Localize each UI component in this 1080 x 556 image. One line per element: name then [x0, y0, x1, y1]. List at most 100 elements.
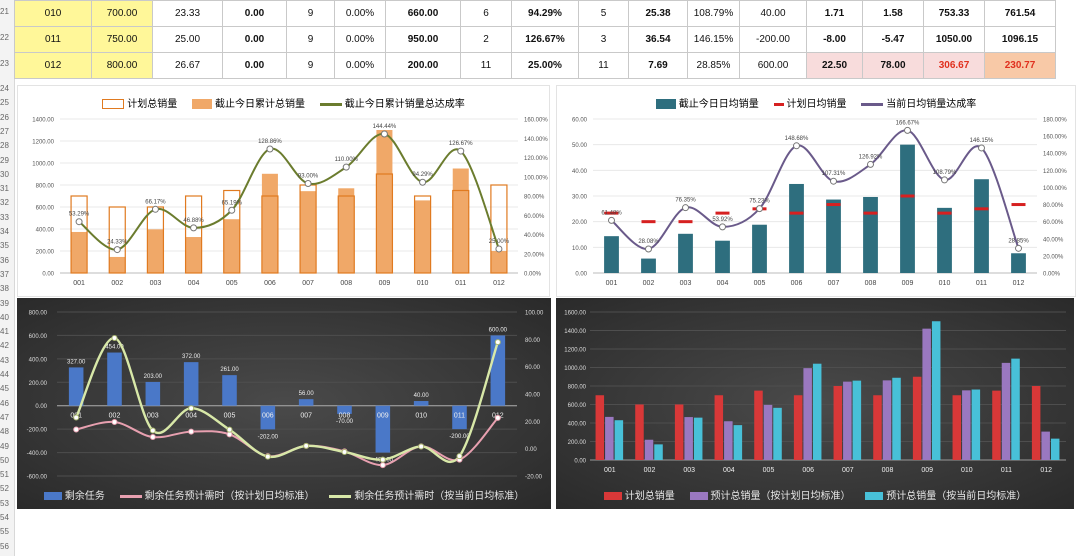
table-cell[interactable]: 011 [14, 26, 92, 53]
bar-projected-current [931, 321, 941, 460]
bar-projected-current [733, 425, 743, 460]
table-cell[interactable]: 40.00 [739, 0, 807, 27]
table-cell[interactable]: 010 [14, 0, 92, 27]
table-cell[interactable]: 6 [460, 0, 512, 27]
bar-daily-average [974, 179, 989, 273]
chart2-legend: 截止今日日均销量 计划日均销量 当前日均销量达成率 [557, 95, 1075, 110]
table-cell[interactable]: 1.71 [806, 0, 863, 27]
bar-label: -70.00 [336, 419, 354, 425]
x-tick-label: 002 [644, 467, 656, 474]
bar-label: 600.00 [489, 327, 508, 333]
table-cell[interactable]: 230.77 [984, 52, 1056, 79]
bar-daily-average [863, 196, 878, 273]
rate-label: 148.68% [785, 136, 809, 142]
table-cell[interactable]: 0.00% [334, 0, 386, 27]
table-cell[interactable]: -8.00 [806, 26, 863, 53]
table-cell[interactable]: 146.15% [687, 26, 740, 53]
bar-label: 261.00 [220, 367, 239, 373]
table-cell[interactable]: 306.67 [923, 52, 985, 79]
bar-label: 327.00 [67, 359, 86, 365]
table-cell[interactable]: 800.00 [91, 52, 153, 79]
x-tick-label: 009 [902, 280, 914, 287]
table-cell[interactable]: 26.67 [152, 52, 223, 79]
rate-point [380, 130, 388, 138]
table-cell[interactable]: 1.58 [862, 0, 924, 27]
table-cell[interactable]: 0.00% [334, 52, 386, 79]
marker-plan-daily [900, 194, 915, 198]
bar-cumulative [300, 191, 317, 273]
table-cell[interactable]: 0.00 [222, 0, 287, 27]
bar-daily-average [715, 240, 730, 273]
table-cell[interactable]: 0.00 [222, 26, 287, 53]
table-cell[interactable]: 23.33 [152, 0, 223, 27]
table-cell[interactable]: 28.85% [687, 52, 740, 79]
y2-tick-label: 0.00% [1043, 272, 1061, 278]
y2-tick-label: 80.00% [524, 195, 545, 201]
table-cell[interactable]: 25.00% [511, 52, 579, 79]
table-cell[interactable]: 9 [286, 0, 335, 27]
y-tick-label: -600.00 [27, 475, 48, 481]
table-cell[interactable]: 600.00 [739, 52, 807, 79]
table-cell[interactable]: 950.00 [385, 26, 461, 53]
bar-plan-total [873, 395, 882, 460]
table-cell[interactable]: 0.00 [222, 52, 287, 79]
x-tick-label: 007 [828, 280, 840, 287]
table-cell[interactable]: 3 [578, 26, 629, 53]
table-cell[interactable]: 11 [460, 52, 512, 79]
table-cell[interactable]: 753.33 [923, 0, 985, 27]
table-cell[interactable]: 126.67% [511, 26, 579, 53]
table-cell[interactable]: 0.00% [334, 26, 386, 53]
x-tick-label: 009 [377, 413, 389, 420]
x-tick-label: 003 [147, 413, 159, 420]
table-row: 010 700.00 23.33 0.00 9 0.00% 660.00 6 94.29% 5 25… [14, 0, 1056, 27]
y2-tick-label: 40.00 [525, 393, 541, 399]
rate-point [1015, 244, 1022, 252]
row-number: 22 [0, 33, 9, 42]
table-cell[interactable]: 94.29% [511, 0, 579, 27]
y2-tick-label: 100.00% [524, 175, 548, 181]
y2-tick-label: 100.00 [525, 311, 544, 317]
table-cell[interactable]: -200.00 [739, 26, 807, 53]
x-tick-label: 005 [754, 280, 766, 287]
table-cell[interactable]: 25.38 [628, 0, 688, 27]
table-cell[interactable]: 1096.15 [984, 26, 1056, 53]
rate-point [75, 218, 83, 226]
table-cell[interactable]: 11 [578, 52, 629, 79]
table-cell[interactable]: 2 [460, 26, 512, 53]
x-tick-label: 011 [455, 280, 466, 287]
table-cell[interactable]: 700.00 [91, 0, 153, 27]
row-number: 31 [0, 184, 9, 194]
table-cell[interactable]: 012 [14, 52, 92, 79]
table-cell[interactable]: 108.79% [687, 0, 740, 27]
table-cell[interactable]: 200.00 [385, 52, 461, 79]
table-cell[interactable]: 7.69 [628, 52, 688, 79]
x-tick-label: 001 [73, 280, 85, 287]
table-cell[interactable]: 750.00 [91, 26, 153, 53]
row-number: 49 [0, 441, 9, 451]
table-cell[interactable]: 25.00 [152, 26, 223, 53]
chart1-plot: 1400.00 1200.00 1000.00 800.00 600.00 400.00 2… [32, 118, 548, 288]
table-cell[interactable]: -5.47 [862, 26, 924, 53]
table-cell[interactable]: 22.50 [806, 52, 863, 79]
table-cell[interactable]: 660.00 [385, 0, 461, 27]
table-cell[interactable]: 9 [286, 26, 335, 53]
row-number: 38 [0, 284, 9, 294]
legend-plan-total-2: 计划总销量 [603, 487, 675, 502]
x-tick-label: 005 [224, 413, 236, 420]
table-cell[interactable]: 78.00 [862, 52, 924, 79]
bar-plan-total [833, 386, 843, 460]
table-cell[interactable]: 1050.00 [923, 26, 985, 53]
bar-label: -202.00 [258, 434, 279, 440]
y2-tick-label: 160.00% [524, 118, 548, 124]
table-cell[interactable]: 9 [286, 52, 335, 79]
x-tick-label: 010 [417, 280, 429, 287]
y-tick-label: 50.00 [572, 143, 588, 149]
table-cell[interactable]: 36.54 [628, 26, 688, 53]
y2-tick-label: 80.00% [1043, 203, 1064, 209]
table-cell[interactable]: 761.54 [984, 0, 1056, 27]
y2-tick-label: 120.00% [1043, 169, 1067, 175]
table-cell[interactable]: 5 [578, 0, 629, 27]
chart4-legend: 计划总销量 预计总销量（按计划日均标准） 预计总销量（按当前日均标准） [556, 487, 1074, 502]
chart2-plot: 60.00 50.00 40.00 30.00 20.00 10.00 0.00 180.00… [572, 118, 1067, 288]
rate-label: 24.33% [107, 240, 128, 246]
